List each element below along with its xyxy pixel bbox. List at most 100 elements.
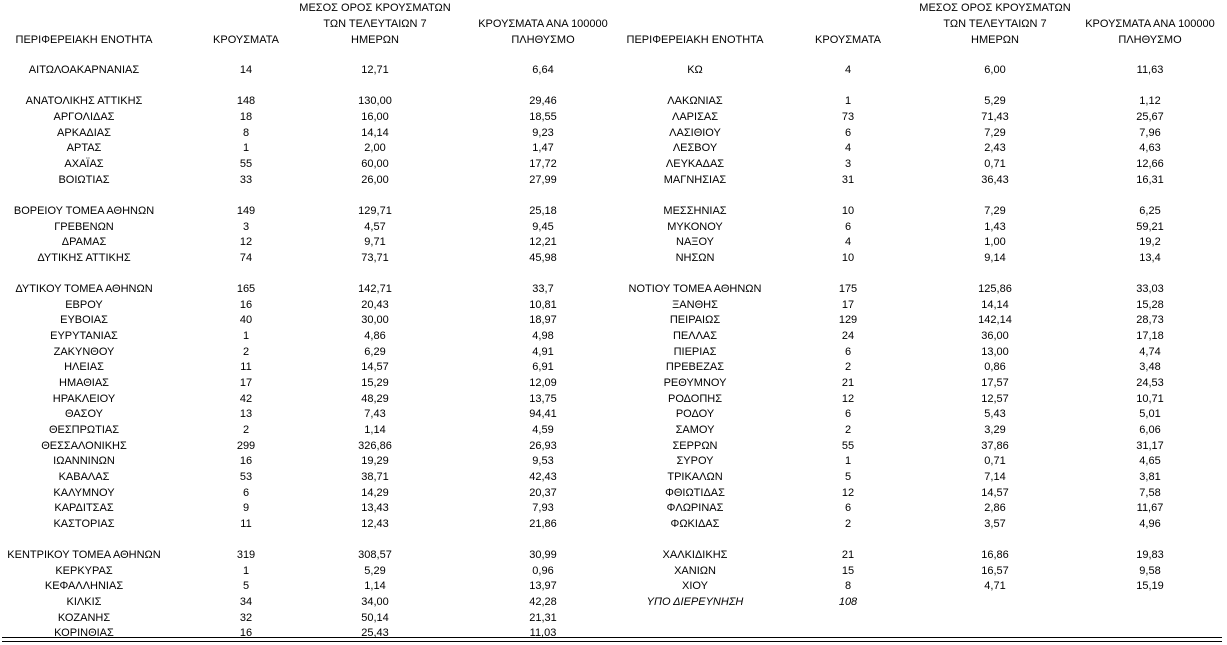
avg-7-days-cell: 3,29 <box>984 423 1006 436</box>
cases-per-100k-cell: 3,81 <box>1139 470 1161 483</box>
region-cell: ΧΙΟΥ <box>682 580 708 593</box>
cases-per-100k-cell: 11,03 <box>529 627 557 640</box>
region-cell: ΔΡΑΜΑΣ <box>61 236 107 249</box>
avg-7-days-cell: 1,00 <box>984 236 1006 249</box>
cases-per-100k-cell: 18,97 <box>529 314 557 327</box>
region-cell: ΛΕΣΒΟΥ <box>672 142 718 155</box>
cases-per-100k-cell: 18,55 <box>529 110 557 123</box>
cases-per-100k-cell: 7,96 <box>1139 126 1161 139</box>
region-cell: ΕΒΡΟΥ <box>65 298 103 311</box>
cases-cell: 33 <box>239 173 253 186</box>
region-cell: ΜΕΣΣΗΝΙΑΣ <box>663 204 727 217</box>
avg-7-days-cell: 7,43 <box>364 408 386 421</box>
cases-per-100k-cell: 26,93 <box>529 439 557 452</box>
region-cell: ΙΩΑΝΝΙΝΩΝ <box>53 455 115 468</box>
cases-per-100k-cell: 4,65 <box>1139 455 1161 468</box>
avg-7-days-cell: 7,29 <box>984 204 1006 217</box>
region-cell: ΝΑΞΟΥ <box>676 236 714 249</box>
cases-cell: 1 <box>844 455 852 468</box>
cases-per-100k-cell: 42,43 <box>529 470 557 483</box>
avg-7-days-cell: 7,29 <box>984 126 1006 139</box>
region-cell: ΚΟΖΑΝΗΣ <box>57 611 111 624</box>
region-cell: ΠΕΛΛΑΣ <box>672 330 718 343</box>
cases-per-100k-cell: 4,98 <box>532 330 554 343</box>
region-cell: ΚΑΒΑΛΑΣ <box>58 470 110 483</box>
cases-per-100k-cell: 25,67 <box>1136 110 1164 123</box>
avg-7-days-cell: 14,14 <box>361 126 389 139</box>
cases-cell: 16 <box>239 298 253 311</box>
avg-7-days-cell: 14,29 <box>361 486 389 499</box>
cases-per-100k-cell: 21,31 <box>529 611 557 624</box>
avg-7-days-cell: 9,14 <box>984 251 1006 264</box>
region-cell: ΖΑΚΥΝΘΟΥ <box>53 345 115 358</box>
region-cell: ΦΘΙΩΤΙΔΑΣ <box>665 486 725 499</box>
region-cell: ΑΝΑΤΟΛΙΚΗΣ ΑΤΤΙΚΗΣ <box>25 95 143 108</box>
region-cell: ΛΕΥΚΑΔΑΣ <box>665 157 725 170</box>
avg-7-days-cell: 36,43 <box>981 173 1009 186</box>
cases-per-100k-cell: 45,98 <box>529 251 557 264</box>
cases-cell: 21 <box>841 377 855 389</box>
cases-per-100k-cell: 1,47 <box>532 142 554 155</box>
avg-7-days-cell: 14,14 <box>981 298 1009 311</box>
cases-cell: 2 <box>844 423 852 436</box>
cases-cell: 4 <box>844 236 852 249</box>
cases-per-100k-cell: 9,23 <box>532 126 554 139</box>
region-cell: ΚΕΝΤΡΙΚΟΥ ΤΟΜΕΑ ΑΘΗΝΩΝ <box>7 549 161 562</box>
bottom-rule <box>2 641 1222 642</box>
cases-cell: 5 <box>242 580 250 593</box>
cases-per-100k-cell: 30,99 <box>529 549 557 562</box>
cases-cell: 6 <box>844 345 852 358</box>
cases-cell: 17 <box>239 377 253 389</box>
avg-7-days-cell: 16,00 <box>361 110 389 123</box>
column-header: ΜΕΣΟΣ ΟΡΟΣ ΚΡΟΥΣΜΑΤΩΝ <box>919 2 1071 14</box>
cases-per-100k-cell: 31,17 <box>1136 439 1164 452</box>
region-cell: ΦΩΚΙΔΑΣ <box>670 517 720 530</box>
cases-cell: 2 <box>844 361 852 374</box>
cases-per-100k-cell: 10,81 <box>529 298 557 311</box>
region-cell: ΣΑΜΟΥ <box>675 423 715 436</box>
cases-per-100k-cell: 9,53 <box>532 455 554 468</box>
avg-7-days-cell: 17,57 <box>981 377 1009 389</box>
avg-7-days-cell: 36,00 <box>981 330 1009 343</box>
cases-cell: 299 <box>236 439 256 452</box>
avg-7-days-cell: 326,86 <box>358 439 392 452</box>
avg-7-days-cell: 16,86 <box>981 549 1009 562</box>
region-cell: ΑΡΤΑΣ <box>66 142 102 155</box>
region-cell: ΡΕΘΥΜΝΟΥ <box>663 377 727 389</box>
region-cell: ΚΕΦΑΛΛΗΝΙΑΣ <box>44 580 124 593</box>
avg-7-days-cell: 14,57 <box>361 361 389 374</box>
avg-7-days-cell: 12,57 <box>981 392 1009 405</box>
cases-cell: 12 <box>841 486 855 499</box>
avg-7-days-cell: 34,00 <box>361 596 389 609</box>
region-cell: ΑΡΚΑΔΙΑΣ <box>57 126 111 139</box>
avg-7-days-cell: 25,43 <box>361 627 389 640</box>
avg-7-days-cell: 71,43 <box>981 110 1009 123</box>
cases-cell: 149 <box>236 204 256 217</box>
cases-cell: 12 <box>239 236 253 249</box>
cases-per-100k-cell: 12,21 <box>529 236 557 249</box>
region-cell: ΚΙΛΚΙΣ <box>66 596 102 609</box>
cases-cell: 1 <box>242 330 250 343</box>
column-header: ΠΛΗΘΥΣΜΟ <box>1118 34 1182 46</box>
cases-cell: 8 <box>242 126 250 139</box>
avg-7-days-cell: 129,71 <box>358 204 392 217</box>
region-cell: ΧΑΛΚΙΔΙΚΗΣ <box>662 549 728 562</box>
cases-cell: 2 <box>242 423 250 436</box>
avg-7-days-cell: 3,57 <box>984 517 1006 530</box>
region-cell: ΗΜΑΘΙΑΣ <box>59 377 109 389</box>
region-cell: ΔΥΤΙΚΗΣ ΑΤΤΙΚΗΣ <box>37 251 131 264</box>
cases-cell: 74 <box>239 251 253 264</box>
cases-per-100k-cell: 7,93 <box>532 502 554 515</box>
cases-per-100k-cell: 1,12 <box>1139 95 1161 108</box>
cases-per-100k-cell: 33,03 <box>1136 283 1164 296</box>
cases-per-100k-cell: 11,67 <box>1136 502 1164 515</box>
region-cell: ΛΑΚΩΝΙΑΣ <box>667 95 723 108</box>
avg-7-days-cell: 4,86 <box>364 330 386 343</box>
avg-7-days-cell: 0,71 <box>984 455 1006 468</box>
avg-7-days-cell: 2,86 <box>984 502 1006 515</box>
avg-7-days-cell: 13,00 <box>981 345 1009 358</box>
region-cell: ΡΟΔΟΠΗΣ <box>667 392 723 405</box>
cases-per-100k-cell: 27,99 <box>529 173 557 186</box>
region-cell: ΠΙΕΡΙΑΣ <box>673 345 717 358</box>
cases-cell: 108 <box>838 596 858 609</box>
